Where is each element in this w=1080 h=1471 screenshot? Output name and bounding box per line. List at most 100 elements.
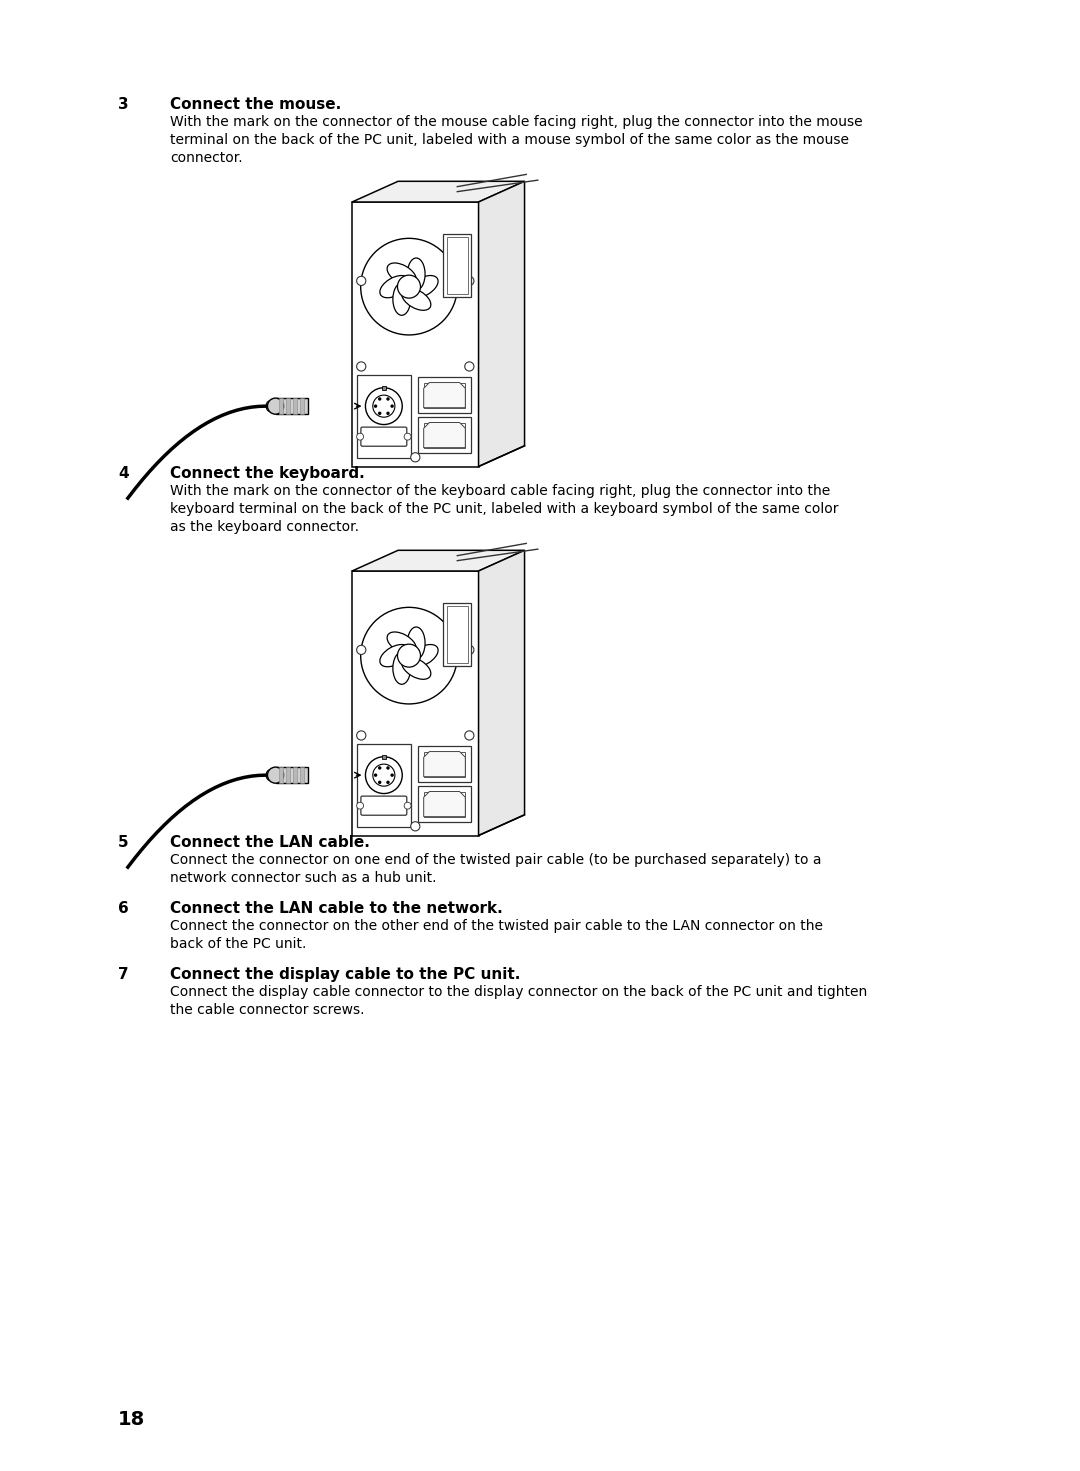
- Circle shape: [410, 822, 420, 831]
- Bar: [443, 234, 471, 297]
- Circle shape: [356, 646, 366, 655]
- Polygon shape: [423, 752, 465, 777]
- Text: 7: 7: [118, 966, 129, 983]
- Circle shape: [356, 362, 366, 371]
- Circle shape: [373, 763, 395, 786]
- Circle shape: [373, 396, 395, 418]
- Circle shape: [374, 774, 377, 777]
- Circle shape: [397, 275, 420, 299]
- Ellipse shape: [380, 644, 409, 666]
- Text: terminal on the back of the PC unit, labeled with a mouse symbol of the same col: terminal on the back of the PC unit, lab…: [170, 132, 849, 147]
- Circle shape: [365, 756, 402, 793]
- Text: connector.: connector.: [170, 152, 243, 165]
- Circle shape: [374, 405, 377, 407]
- Circle shape: [404, 802, 411, 809]
- Bar: [447, 606, 468, 663]
- Circle shape: [378, 781, 381, 784]
- Text: network connector such as a hub unit.: network connector such as a hub unit.: [170, 871, 436, 886]
- Bar: [423, 791, 465, 816]
- Circle shape: [365, 388, 402, 425]
- Text: With the mark on the connector of the keyboard cable facing right, plug the conn: With the mark on the connector of the ke…: [170, 484, 831, 499]
- Circle shape: [387, 397, 390, 400]
- Circle shape: [356, 802, 364, 809]
- Bar: [275, 399, 308, 415]
- Bar: [443, 603, 471, 666]
- Text: Connect the LAN cable to the network.: Connect the LAN cable to the network.: [170, 902, 503, 916]
- Text: With the mark on the connector of the mouse cable facing right, plug the connect: With the mark on the connector of the mo…: [170, 115, 863, 129]
- Polygon shape: [423, 382, 465, 407]
- Bar: [352, 571, 478, 836]
- Bar: [300, 399, 305, 415]
- Ellipse shape: [402, 288, 431, 310]
- Circle shape: [464, 277, 474, 285]
- Bar: [356, 743, 411, 827]
- Ellipse shape: [380, 275, 409, 297]
- Circle shape: [378, 412, 381, 415]
- Bar: [423, 422, 465, 447]
- Circle shape: [387, 781, 390, 784]
- Bar: [418, 786, 471, 822]
- Text: Connect the connector on one end of the twisted pair cable (to be purchased sepa: Connect the connector on one end of the …: [170, 853, 822, 866]
- Bar: [423, 382, 465, 407]
- Circle shape: [387, 412, 390, 415]
- Circle shape: [464, 731, 474, 740]
- Bar: [352, 202, 478, 466]
- Bar: [381, 755, 387, 759]
- Bar: [418, 377, 471, 413]
- Text: the cable connector screws.: the cable connector screws.: [170, 1003, 365, 1016]
- Ellipse shape: [387, 633, 417, 655]
- Circle shape: [464, 646, 474, 655]
- Bar: [423, 752, 465, 777]
- Circle shape: [356, 434, 364, 440]
- Bar: [279, 766, 283, 783]
- Bar: [279, 399, 283, 415]
- Bar: [294, 766, 297, 783]
- Ellipse shape: [409, 275, 438, 297]
- Bar: [381, 387, 387, 390]
- FancyBboxPatch shape: [361, 427, 407, 446]
- Bar: [286, 766, 291, 783]
- Text: Connect the mouse.: Connect the mouse.: [170, 97, 341, 112]
- Polygon shape: [478, 181, 525, 466]
- Polygon shape: [352, 550, 525, 571]
- Circle shape: [387, 766, 390, 769]
- Text: as the keyboard connector.: as the keyboard connector.: [170, 521, 359, 534]
- Circle shape: [356, 731, 366, 740]
- Ellipse shape: [266, 400, 275, 412]
- Bar: [418, 746, 471, 783]
- Ellipse shape: [407, 257, 426, 290]
- Circle shape: [410, 453, 420, 462]
- Circle shape: [390, 405, 394, 407]
- Text: Connect the display cable to the PC unit.: Connect the display cable to the PC unit…: [170, 966, 521, 983]
- Circle shape: [268, 399, 284, 415]
- Text: back of the PC unit.: back of the PC unit.: [170, 937, 307, 950]
- Circle shape: [397, 644, 420, 668]
- Polygon shape: [352, 181, 525, 202]
- Polygon shape: [423, 791, 465, 816]
- Bar: [275, 766, 308, 783]
- Bar: [286, 399, 291, 415]
- Circle shape: [378, 766, 381, 769]
- Text: 4: 4: [118, 466, 129, 481]
- Circle shape: [361, 608, 457, 705]
- Text: Connect the display cable connector to the display connector on the back of the : Connect the display cable connector to t…: [170, 986, 867, 999]
- Circle shape: [268, 766, 284, 783]
- Ellipse shape: [407, 627, 426, 659]
- Text: Connect the keyboard.: Connect the keyboard.: [170, 466, 365, 481]
- Ellipse shape: [393, 282, 410, 315]
- Circle shape: [356, 277, 366, 285]
- Polygon shape: [423, 422, 465, 447]
- Bar: [447, 237, 468, 294]
- Circle shape: [378, 397, 381, 400]
- Ellipse shape: [387, 263, 417, 285]
- Bar: [418, 416, 471, 453]
- Text: Connect the connector on the other end of the twisted pair cable to the LAN conn: Connect the connector on the other end o…: [170, 919, 823, 933]
- FancyBboxPatch shape: [361, 796, 407, 815]
- Bar: [294, 399, 297, 415]
- Text: Connect the LAN cable.: Connect the LAN cable.: [170, 836, 369, 850]
- Ellipse shape: [409, 644, 438, 666]
- Circle shape: [464, 362, 474, 371]
- Circle shape: [361, 238, 457, 335]
- Circle shape: [404, 434, 411, 440]
- Text: keyboard terminal on the back of the PC unit, labeled with a keyboard symbol of : keyboard terminal on the back of the PC …: [170, 502, 838, 516]
